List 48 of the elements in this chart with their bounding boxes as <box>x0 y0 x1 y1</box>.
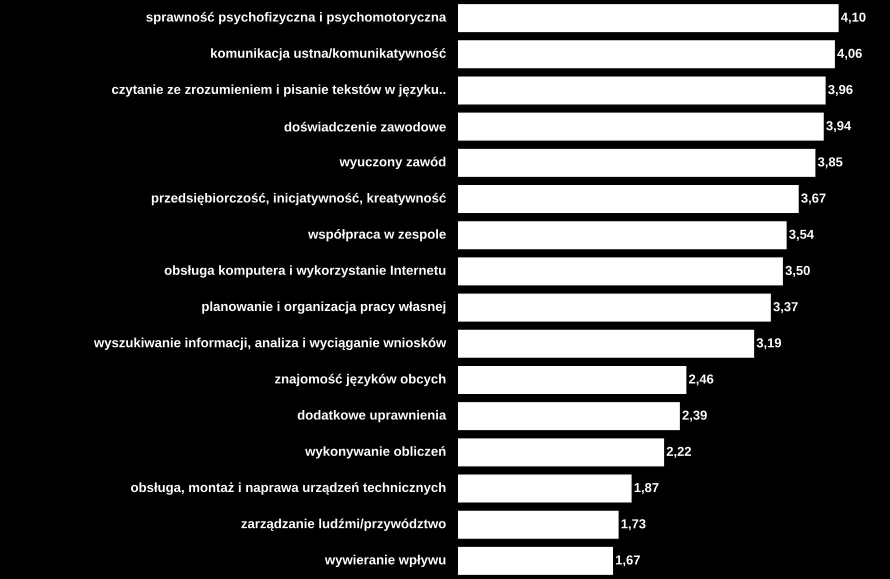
bar <box>458 112 824 141</box>
data-label: 4,10 <box>841 12 866 24</box>
data-label: 3,54 <box>789 230 814 241</box>
y-tick-label: przedsiębiorczość, inicjatywność, kreatywność <box>152 192 446 206</box>
data-label: 3,94 <box>826 121 852 132</box>
bar <box>458 438 664 466</box>
data-label: 1,87 <box>634 483 658 494</box>
data-label: 1,73 <box>622 519 646 530</box>
bar <box>458 330 754 358</box>
y-tick-label: wyuczony zawód <box>340 156 446 170</box>
y-tick-label: obsługa komputera i wykorzystanie Internetu <box>164 265 446 278</box>
y-tick-label: wywieranie wpływu <box>324 554 446 568</box>
bar <box>458 510 619 539</box>
y-tick-label: komunikacja ustna/komunikatywność <box>211 48 446 60</box>
data-label: 3,37 <box>773 302 798 314</box>
data-label: 3,96 <box>828 84 853 96</box>
bar <box>458 294 771 322</box>
data-label: 2,46 <box>689 374 714 386</box>
bar <box>458 546 614 575</box>
y-tick-label: doświadczenie zawodowe <box>284 122 446 132</box>
bar <box>458 221 787 250</box>
bar <box>458 148 816 177</box>
y-tick-label: zarządzanie ludźmi/przywództwo <box>241 518 446 531</box>
data-label: 3,19 <box>756 338 782 350</box>
data-label: 2,22 <box>666 446 691 458</box>
y-tick-label: planowanie i organizacja pracy własnej <box>202 301 446 314</box>
bar <box>458 402 680 430</box>
data-label: 2,39 <box>682 410 707 422</box>
y-tick-label: wykonywanie obliczeń <box>305 446 446 459</box>
data-label: 4,06 <box>837 48 862 60</box>
data-label: 3,67 <box>801 194 826 205</box>
y-tick-label: współpraca w zespole <box>308 229 446 242</box>
y-tick-label: obsługa, montaż i naprawa urządzeń technicznych <box>131 482 446 495</box>
y-tick-label: czytanie ze zrozumieniem i pisanie tekstów w języku.. <box>112 84 446 97</box>
data-label: 3,50 <box>785 266 810 277</box>
y-tick-label: znajomość języków obcych <box>275 374 446 386</box>
y-tick-label: dodatkowe uprawnienia <box>298 410 446 422</box>
bar <box>458 40 835 68</box>
bar <box>458 185 799 214</box>
bar <box>458 366 686 394</box>
bar <box>458 474 632 503</box>
bar <box>458 4 839 32</box>
data-label: 1,67 <box>616 555 640 566</box>
y-tick-label: sprawność psychofizyczna i psychomotoryczna <box>146 12 446 24</box>
y-tick-label: wyszukiwanie informacji, analiza i wyciąganie wniosków <box>94 338 446 350</box>
data-label: 3,85 <box>818 157 842 168</box>
bar <box>458 76 826 104</box>
bar <box>458 257 783 286</box>
